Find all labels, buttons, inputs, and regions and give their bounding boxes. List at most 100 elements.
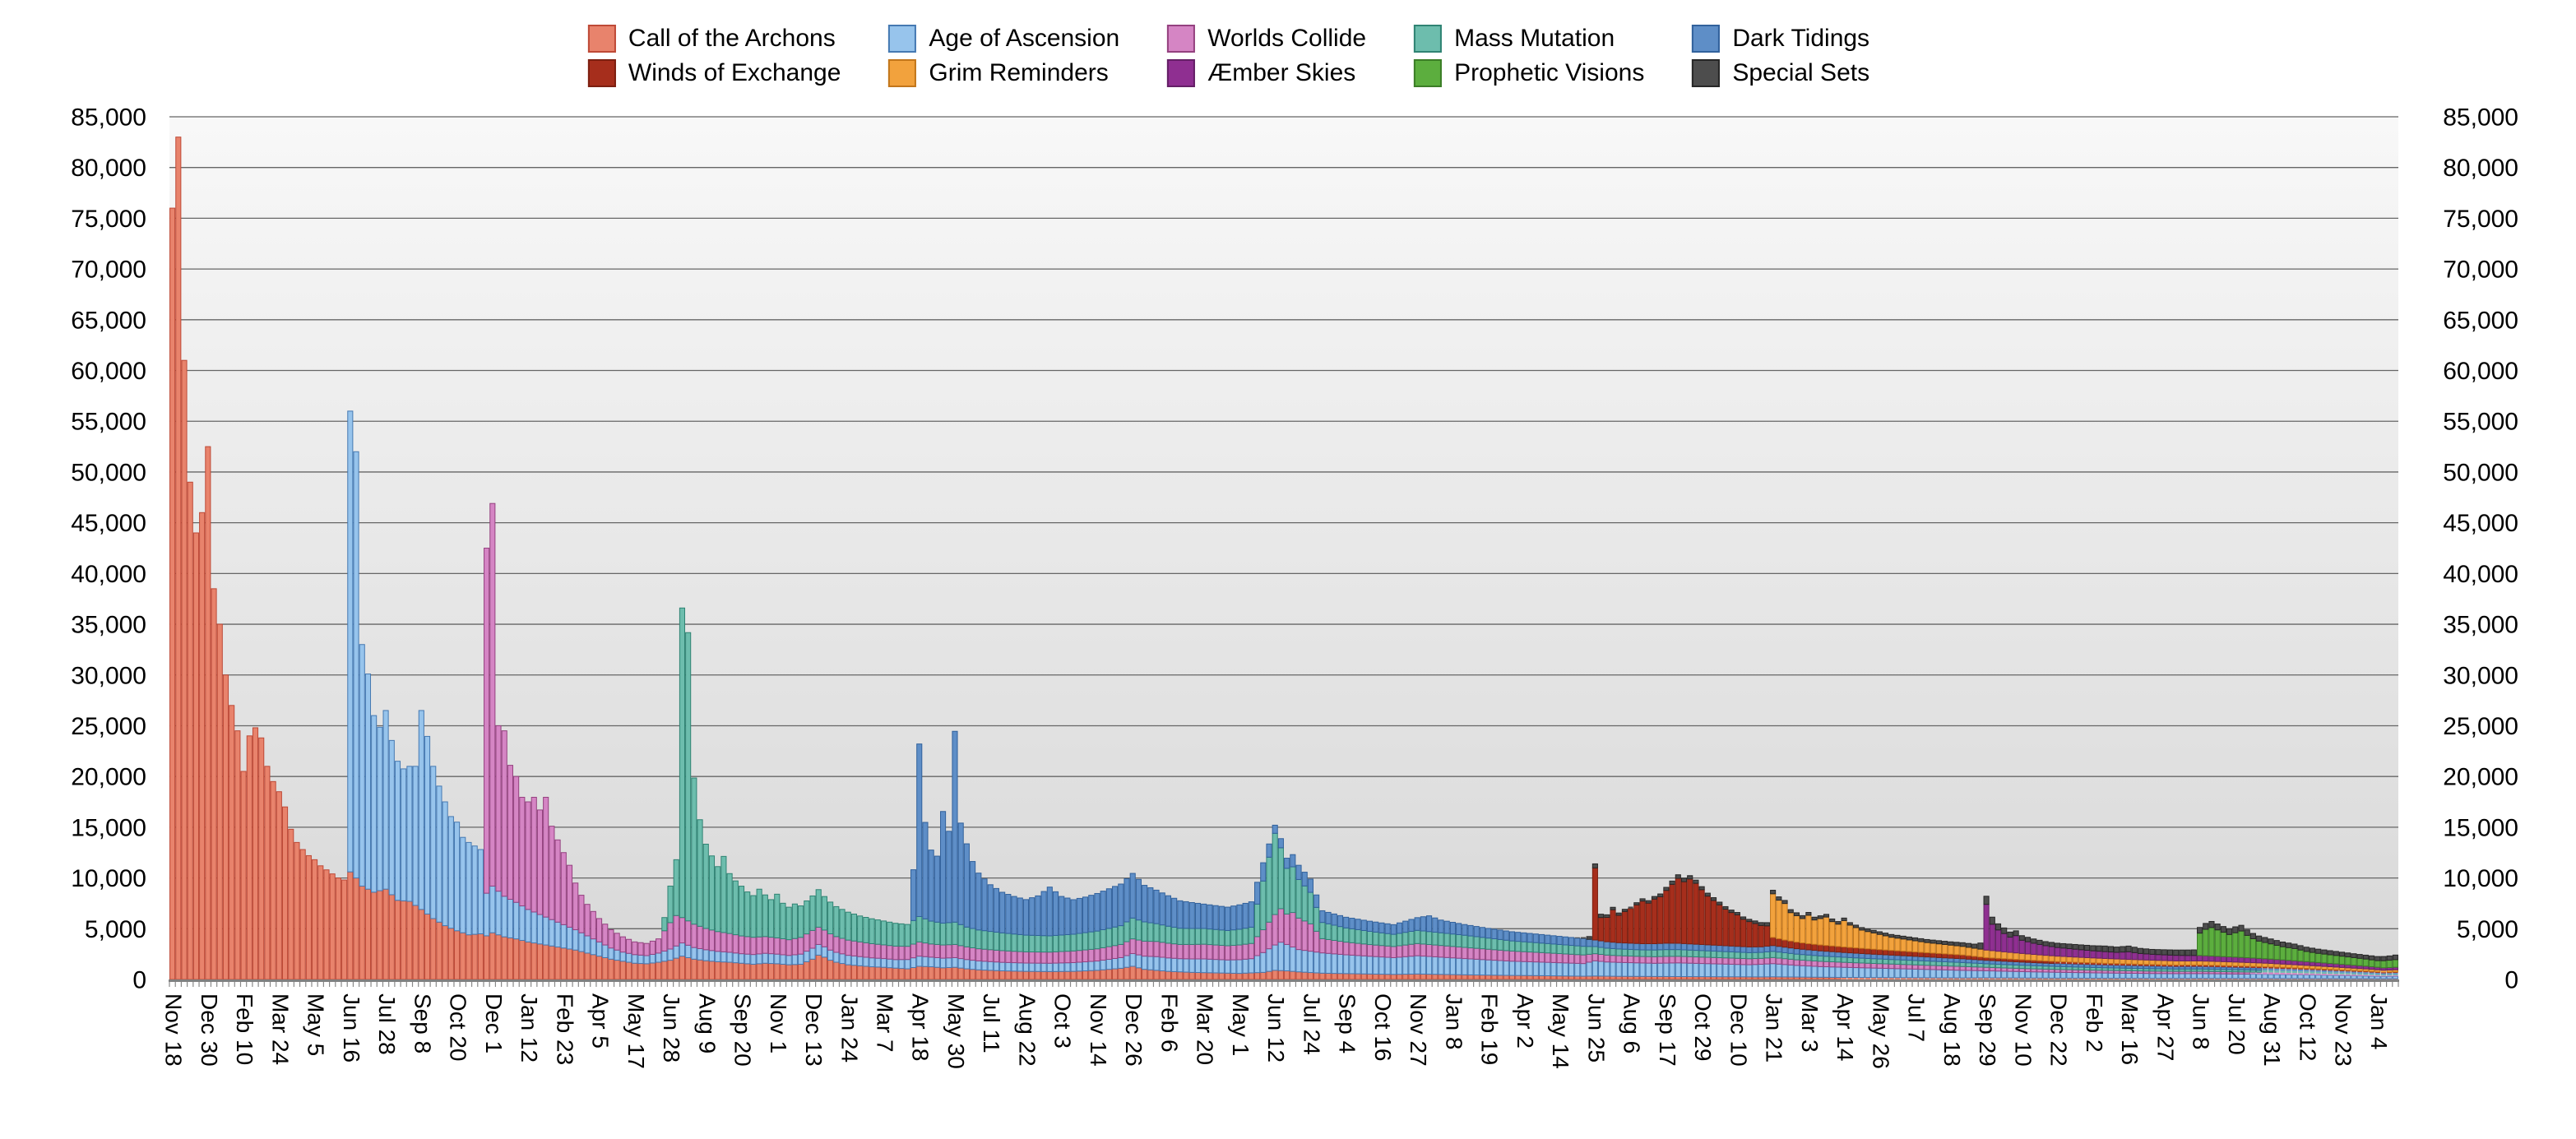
svg-text:Jun 12: Jun 12: [1263, 993, 1289, 1063]
legend-color-swatch-icon: [888, 25, 917, 53]
svg-text:Dec 30: Dec 30: [197, 993, 222, 1067]
legend-color-swatch-icon: [1414, 25, 1443, 53]
svg-text:Apr 2: Apr 2: [1513, 993, 1538, 1049]
svg-text:Nov 27: Nov 27: [1406, 993, 1431, 1067]
legend-item: Æmber Skies: [1167, 59, 1366, 87]
svg-text:Dec 10: Dec 10: [1726, 993, 1751, 1067]
svg-text:May 30: May 30: [943, 993, 969, 1069]
svg-text:70,000: 70,000: [71, 257, 146, 284]
svg-text:Sep 20: Sep 20: [730, 993, 756, 1067]
legend-label: Prophetic Visions: [1454, 59, 1645, 86]
legend-label: Dark Tidings: [1732, 25, 1870, 52]
svg-text:Dec 26: Dec 26: [1121, 993, 1147, 1067]
x-axis-tick-comb: [169, 982, 2399, 987]
svg-text:5,000: 5,000: [2457, 916, 2518, 943]
legend-label: Call of the Archons: [628, 25, 836, 52]
svg-text:15,000: 15,000: [2443, 814, 2518, 841]
svg-text:60,000: 60,000: [2443, 358, 2518, 385]
svg-text:Mar 3: Mar 3: [1797, 993, 1823, 1053]
svg-text:Jun 25: Jun 25: [1583, 993, 1609, 1063]
svg-text:Aug 6: Aug 6: [1619, 993, 1645, 1053]
svg-text:20,000: 20,000: [71, 764, 146, 791]
legend-color-swatch-icon: [1167, 59, 1196, 87]
svg-text:Jul 20: Jul 20: [2224, 993, 2249, 1055]
svg-text:Jun 28: Jun 28: [659, 993, 684, 1063]
svg-text:Nov 23: Nov 23: [2331, 993, 2356, 1067]
x-axis-labels: Nov 18 Dec 30 Feb 10 Mar 24 May 5 Jun 16 Jul 2…: [161, 993, 2392, 1069]
svg-text:Mar 16: Mar 16: [2117, 993, 2143, 1065]
svg-text:0: 0: [2504, 967, 2518, 994]
svg-text:35,000: 35,000: [2443, 612, 2518, 639]
svg-text:55,000: 55,000: [2443, 409, 2518, 436]
legend-label: Winds of Exchange: [628, 59, 841, 86]
svg-text:Apr 14: Apr 14: [1832, 993, 1858, 1062]
legend-item: Prophetic Visions: [1414, 59, 1644, 87]
svg-text:10,000: 10,000: [2443, 865, 2518, 892]
svg-text:Sep 4: Sep 4: [1335, 993, 1360, 1053]
legend-label: Mass Mutation: [1454, 25, 1615, 52]
svg-text:30,000: 30,000: [71, 662, 146, 689]
svg-text:Oct 20: Oct 20: [446, 993, 471, 1061]
legend-item: Grim Reminders: [888, 59, 1119, 87]
svg-text:May 5: May 5: [303, 993, 329, 1056]
chart-legend: Call of the Archons Winds of Exchange Age …: [587, 25, 1869, 87]
svg-text:Apr 27: Apr 27: [2152, 993, 2178, 1062]
legend-label: Age of Ascension: [929, 25, 1120, 52]
svg-text:Apr 5: Apr 5: [588, 993, 614, 1049]
svg-text:25,000: 25,000: [71, 713, 146, 740]
svg-text:50,000: 50,000: [2443, 459, 2518, 486]
svg-text:Jul 11: Jul 11: [979, 993, 1004, 1053]
svg-text:85,000: 85,000: [2443, 104, 2518, 132]
svg-text:65,000: 65,000: [71, 307, 146, 334]
legend-label: Æmber Skies: [1207, 59, 1356, 86]
svg-text:45,000: 45,000: [2443, 510, 2518, 537]
svg-text:Jan 21: Jan 21: [1762, 993, 1787, 1063]
svg-text:75,000: 75,000: [71, 206, 146, 233]
svg-text:Feb 2: Feb 2: [2082, 993, 2107, 1053]
svg-text:Feb 6: Feb 6: [1156, 993, 1182, 1053]
legend-label: Grim Reminders: [929, 59, 1109, 86]
svg-text:35,000: 35,000: [71, 612, 146, 639]
legend-item: Dark Tidings: [1692, 25, 1869, 53]
legend-item: Winds of Exchange: [587, 59, 841, 87]
svg-text:Sep 17: Sep 17: [1655, 993, 1680, 1067]
svg-text:Apr 18: Apr 18: [908, 993, 934, 1062]
svg-text:Sep 8: Sep 8: [410, 993, 435, 1053]
svg-text:Nov 1: Nov 1: [766, 993, 791, 1053]
svg-text:Jan 4: Jan 4: [2366, 993, 2392, 1050]
svg-text:Mar 24: Mar 24: [267, 993, 293, 1065]
svg-text:0: 0: [132, 967, 146, 994]
svg-text:Feb 10: Feb 10: [232, 993, 257, 1065]
svg-text:65,000: 65,000: [2443, 307, 2518, 334]
legend-color-swatch-icon: [1692, 59, 1721, 87]
svg-text:30,000: 30,000: [2443, 662, 2518, 689]
svg-text:Feb 19: Feb 19: [1477, 993, 1503, 1065]
svg-text:75,000: 75,000: [2443, 206, 2518, 233]
legend-color-swatch-icon: [587, 25, 616, 53]
legend-color-swatch-icon: [888, 59, 917, 87]
legend-item: Special Sets: [1692, 59, 1869, 87]
svg-text:Dec 22: Dec 22: [2046, 993, 2072, 1067]
svg-text:Aug 9: Aug 9: [694, 993, 720, 1053]
legend-color-swatch-icon: [1692, 25, 1721, 53]
svg-text:40,000: 40,000: [2443, 561, 2518, 588]
svg-text:Oct 3: Oct 3: [1050, 993, 1076, 1049]
svg-text:Aug 22: Aug 22: [1014, 993, 1040, 1067]
svg-text:60,000: 60,000: [71, 358, 146, 385]
svg-text:Aug 18: Aug 18: [1939, 993, 1965, 1067]
svg-text:Mar 7: Mar 7: [873, 993, 898, 1053]
svg-text:Oct 12: Oct 12: [2295, 993, 2320, 1061]
legend-item: Call of the Archons: [587, 25, 841, 53]
svg-text:Nov 10: Nov 10: [2010, 993, 2036, 1067]
svg-text:Sep 29: Sep 29: [1975, 993, 2000, 1067]
svg-text:Nov 14: Nov 14: [1086, 993, 1111, 1067]
svg-text:80,000: 80,000: [71, 155, 146, 182]
svg-text:Dec 13: Dec 13: [801, 993, 827, 1067]
legend-label: Special Sets: [1732, 59, 1870, 86]
svg-text:Mar 20: Mar 20: [1193, 993, 1218, 1065]
svg-text:25,000: 25,000: [2443, 713, 2518, 740]
legend-item: Worlds Collide: [1167, 25, 1366, 53]
legend-item: Age of Ascension: [888, 25, 1119, 53]
